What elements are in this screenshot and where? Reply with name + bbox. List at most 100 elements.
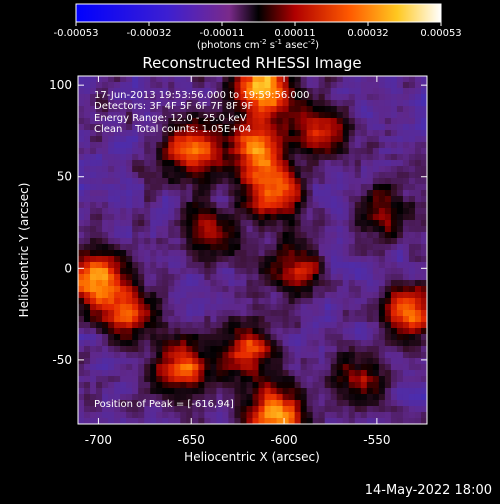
footer-timestamp: 14-May-2022 18:00 <box>365 483 492 498</box>
heatmap-cell <box>204 388 211 395</box>
heatmap-cell <box>264 286 272 293</box>
heatmap-cell <box>240 394 248 401</box>
heatmap-cell <box>264 268 272 275</box>
heatmap-cell <box>234 370 242 377</box>
heatmap-cell <box>216 322 224 329</box>
heatmap-cell <box>102 394 109 401</box>
heatmap-cell <box>276 340 284 347</box>
heatmap-cell <box>174 280 181 287</box>
heatmap-cell <box>234 226 242 233</box>
heatmap-cell <box>414 136 422 143</box>
heatmap-cell <box>420 184 427 191</box>
heatmap-cell <box>162 124 169 131</box>
heatmap-cell <box>198 100 205 107</box>
heatmap-cell <box>384 298 392 305</box>
heatmap-cell <box>354 352 362 359</box>
heatmap-cell <box>420 214 427 221</box>
heatmap-cell <box>138 400 145 407</box>
heatmap-cell <box>114 328 121 335</box>
heatmap-cell <box>342 184 350 191</box>
heatmap-cell <box>420 364 427 371</box>
heatmap-cell <box>402 184 410 191</box>
heatmap-cell <box>210 340 217 347</box>
heatmap-cell <box>234 376 242 383</box>
heatmap-cell <box>168 292 175 299</box>
heatmap-cell <box>84 394 91 401</box>
heatmap-cell <box>108 166 115 173</box>
heatmap-cell <box>330 346 338 353</box>
heatmap-cell <box>132 136 139 143</box>
heatmap-cell <box>264 346 272 353</box>
colorbar-tick-label: -0.00032 <box>127 28 172 39</box>
heatmap-cell <box>156 304 163 311</box>
heatmap-cell <box>246 238 254 245</box>
heatmap-cell <box>270 280 278 287</box>
heatmap-cell <box>282 370 290 377</box>
heatmap-cell <box>174 82 181 89</box>
heatmap-cell <box>108 280 115 287</box>
heatmap-cell <box>174 256 181 263</box>
heatmap-cell <box>396 388 404 395</box>
heatmap-cell <box>348 238 356 245</box>
heatmap-cell <box>258 136 266 143</box>
heatmap-cell <box>84 286 91 293</box>
heatmap-cell <box>252 334 260 341</box>
heatmap-cell <box>204 196 211 203</box>
heatmap-cell <box>366 268 374 275</box>
heatmap-cell <box>180 154 187 161</box>
heatmap-cell <box>396 334 404 341</box>
heatmap-cell <box>102 142 109 149</box>
heatmap-cell <box>138 106 145 113</box>
heatmap-cell <box>300 202 308 209</box>
heatmap-cell <box>186 394 193 401</box>
heatmap-cell <box>168 400 175 407</box>
heatmap-cell <box>360 364 368 371</box>
heatmap-cell <box>288 262 296 269</box>
heatmap-cell <box>96 274 103 281</box>
heatmap-cell <box>180 196 187 203</box>
heatmap-cell <box>216 286 224 293</box>
heatmap-cell <box>252 304 260 311</box>
heatmap-cell <box>420 250 427 257</box>
heatmap-cell <box>312 94 320 101</box>
heatmap-cell <box>312 364 320 371</box>
heatmap-cell <box>270 136 278 143</box>
heatmap-cell <box>162 106 169 113</box>
heatmap-cell <box>126 118 133 125</box>
heatmap-cell <box>234 316 242 323</box>
heatmap-cell <box>126 232 133 239</box>
heatmap-cell <box>150 406 157 413</box>
heatmap-cell <box>324 112 332 119</box>
heatmap-cell <box>390 148 398 155</box>
heatmap-cell <box>180 178 187 185</box>
heatmap-cell <box>252 82 260 89</box>
heatmap-cell <box>408 202 416 209</box>
heatmap-cell <box>408 286 416 293</box>
heatmap-cell <box>138 298 145 305</box>
heatmap-cell <box>402 166 410 173</box>
heatmap-cell <box>198 130 205 137</box>
heatmap-cell <box>210 112 217 119</box>
heatmap-cell <box>204 118 211 125</box>
heatmap-cell <box>174 304 181 311</box>
heatmap-cell <box>258 322 266 329</box>
heatmap-cell <box>234 106 242 113</box>
heatmap-cell <box>258 406 266 413</box>
heatmap-cell <box>96 346 103 353</box>
heatmap-cell <box>258 280 266 287</box>
heatmap-cell <box>234 298 242 305</box>
heatmap-cell <box>252 196 260 203</box>
heatmap-cell <box>270 196 278 203</box>
heatmap-cell <box>108 160 115 167</box>
heatmap-cell <box>120 304 127 311</box>
annotation-clean-counts: Clean Total counts: 1.05E+04 <box>94 124 251 135</box>
heatmap-cell <box>264 172 272 179</box>
heatmap-cell <box>150 244 157 251</box>
heatmap-cell <box>354 100 362 107</box>
heatmap-cell <box>240 400 248 407</box>
heatmap-cell <box>252 226 260 233</box>
heatmap-cell <box>288 202 296 209</box>
heatmap-cell <box>324 328 332 335</box>
heatmap-cell <box>204 250 211 257</box>
heatmap-cell <box>312 340 320 347</box>
